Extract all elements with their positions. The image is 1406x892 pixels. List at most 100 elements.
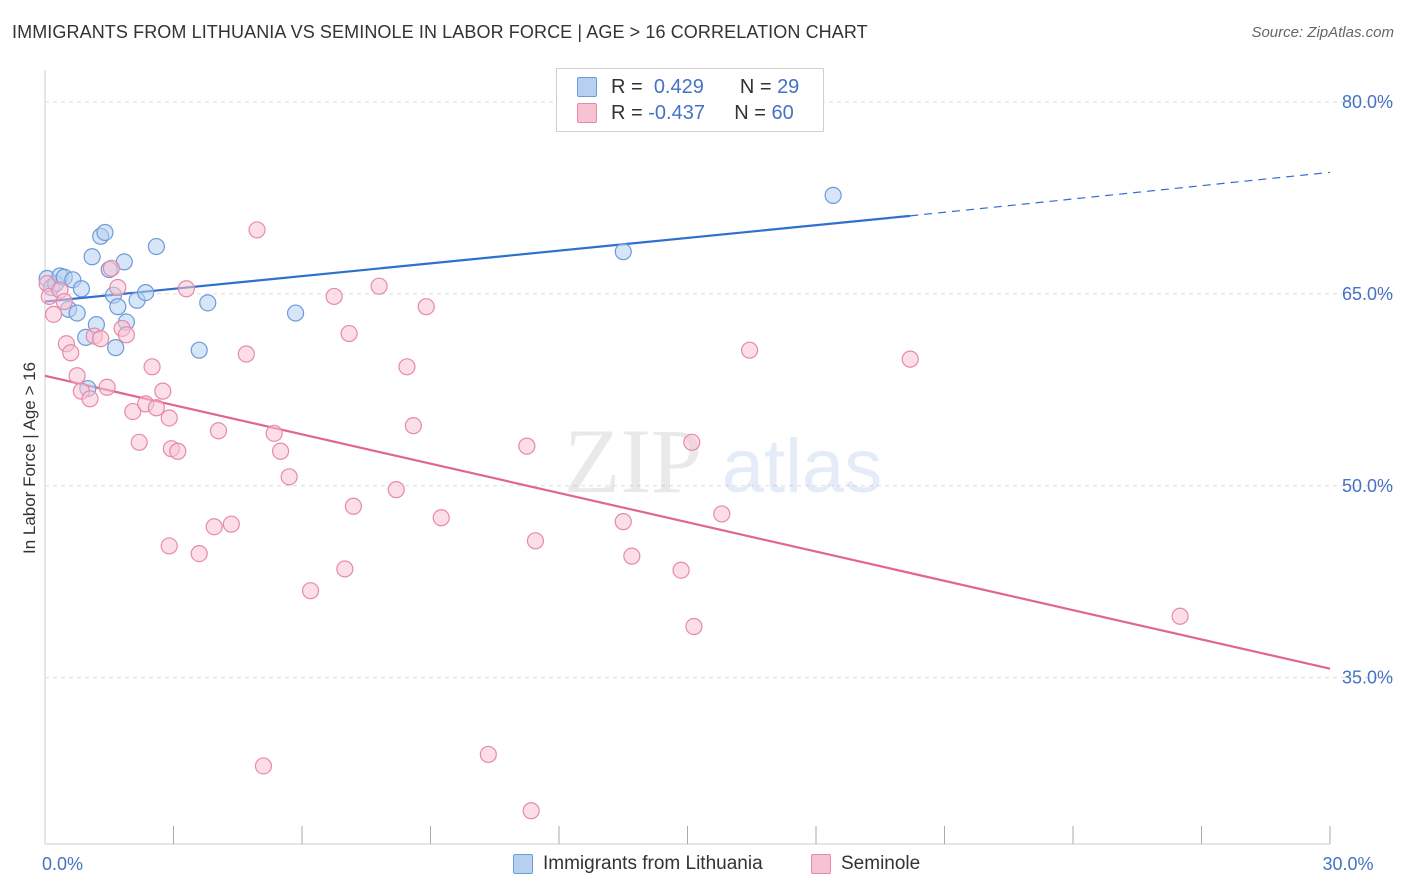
data-point-pink	[154, 382, 172, 400]
data-point-blue	[199, 294, 217, 312]
data-point-pink	[205, 518, 223, 536]
chart-title: IMMIGRANTS FROM LITHUANIA VS SEMINOLE IN…	[12, 22, 868, 42]
data-point-pink	[265, 424, 283, 442]
legend-r-value: 0.429	[653, 75, 704, 98]
data-point-pink	[479, 745, 497, 764]
data-point-pink	[237, 345, 255, 363]
data-point-pink	[92, 330, 110, 348]
data-point-pink	[683, 433, 701, 451]
data-point-blue	[147, 237, 165, 256]
data-point-pink	[271, 442, 290, 460]
data-point-blue	[286, 304, 305, 322]
data-point-pink	[672, 561, 690, 579]
data-point-pink	[44, 305, 63, 323]
series-legend-seminole[interactable]: Seminole	[811, 853, 920, 875]
data-point-blue	[824, 186, 842, 204]
series-swatch-blue	[513, 854, 533, 874]
data-point-blue	[107, 339, 125, 357]
data-point-pink	[143, 358, 161, 376]
data-point-pink	[614, 513, 632, 531]
watermark-atlas: atlas	[722, 424, 883, 509]
data-point-pink	[417, 298, 435, 316]
legend-n-value: 29	[777, 75, 800, 98]
data-point-pink	[713, 505, 731, 523]
data-point-pink	[117, 326, 135, 344]
series-legend-label: Seminole	[841, 853, 921, 874]
data-point-pink	[344, 497, 362, 515]
data-point-pink	[130, 433, 148, 451]
data-point-pink	[518, 437, 536, 455]
data-point-pink	[623, 547, 641, 565]
legend-r-label: R =	[611, 75, 643, 98]
data-point-pink	[81, 390, 99, 408]
data-point-pink	[209, 422, 228, 440]
source-label: Source: ZipAtlas.com	[1251, 24, 1394, 41]
legend-n-label: N =	[734, 101, 766, 124]
data-point-pink	[147, 399, 165, 417]
data-point-pink	[62, 344, 80, 362]
watermark: ZIP atlas	[564, 410, 882, 512]
tick-labels: 80.0% 65.0% 50.0% 35.0% 0.0% 30.0%	[42, 92, 1393, 874]
x-tick-label: 0.0%	[42, 854, 83, 874]
data-point-pink	[432, 509, 450, 527]
data-point-pink	[280, 468, 298, 486]
legend-row-lithuania: R = 0.429 N = 29	[577, 74, 799, 100]
stats-legend: R = 0.429 N = 29 R = -0.437 N = 60	[556, 68, 824, 132]
data-point-pink	[124, 402, 142, 421]
series-swatch-pink	[811, 854, 831, 874]
axes	[44, 70, 1331, 845]
data-point-blue	[96, 223, 114, 242]
trend-line-pink	[44, 374, 1331, 670]
data-point-pink	[387, 481, 405, 499]
data-point-blue	[83, 248, 101, 266]
data-point-blue	[68, 304, 86, 322]
data-point-blue	[72, 280, 91, 298]
data-point-pink	[68, 367, 86, 385]
data-point-pink	[685, 617, 703, 636]
data-point-pink	[98, 378, 116, 396]
data-point-pink	[248, 221, 266, 239]
watermark-zip: ZIP	[564, 410, 702, 512]
series-legend-label: Immigrants from Lithuania	[543, 853, 763, 874]
x-tick-label: 30.0%	[1322, 854, 1373, 874]
y-tick-label: 35.0%	[1342, 668, 1393, 688]
data-point-blue	[190, 341, 208, 359]
data-point-pink	[254, 757, 273, 775]
data-point-pink	[55, 292, 73, 311]
data-point-pink	[160, 409, 178, 427]
data-point-pink	[325, 287, 343, 306]
data-point-pink	[404, 417, 422, 435]
data-point-pink	[1171, 607, 1189, 625]
data-point-pink	[160, 537, 178, 555]
data-point-blue	[614, 243, 632, 261]
series-legend-lithuania[interactable]: Immigrants from Lithuania	[513, 853, 763, 875]
data-point-pink	[301, 582, 320, 600]
legend-r-label: R =	[611, 101, 643, 124]
data-point-pink	[901, 350, 919, 368]
data-point-pink	[522, 802, 540, 820]
legend-swatch-blue	[577, 77, 597, 97]
data-point-pink	[398, 358, 416, 376]
data-point-pink	[169, 442, 187, 460]
data-point-pink	[102, 259, 120, 277]
series-legend: Immigrants from Lithuania Seminole	[0, 853, 1406, 877]
data-point-pink	[336, 560, 354, 578]
data-point-pink	[222, 515, 240, 533]
data-point-blue	[137, 284, 155, 302]
data-point-pink	[177, 280, 195, 298]
trend-extension-blue	[910, 171, 1331, 217]
legend-r-value: -0.437	[648, 101, 705, 124]
legend-row-seminole: R = -0.437 N = 60	[577, 100, 794, 126]
data-point-pink	[109, 278, 127, 297]
y-tick-label: 65.0%	[1342, 284, 1393, 304]
data-point-pink	[190, 544, 208, 563]
y-tick-label: 80.0%	[1342, 92, 1393, 112]
data-point-pink	[340, 324, 358, 343]
data-point-pink	[741, 341, 759, 359]
legend-swatch-pink	[577, 103, 597, 123]
grid-lines	[45, 101, 1393, 679]
legend-n-label: N =	[739, 75, 772, 98]
data-point-pink	[526, 532, 545, 550]
y-tick-label: 50.0%	[1342, 476, 1393, 496]
